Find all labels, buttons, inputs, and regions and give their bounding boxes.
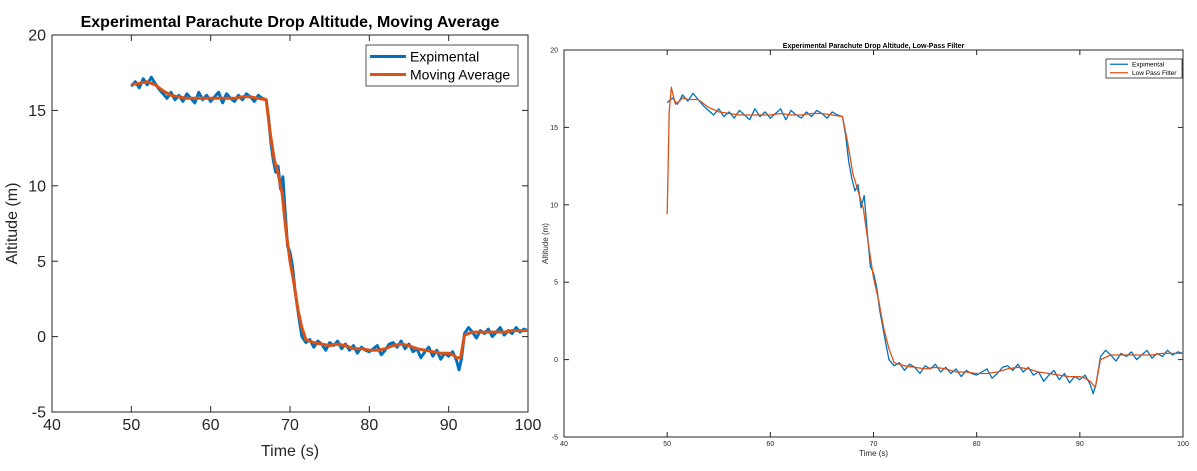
x-tick-label: 80 — [360, 417, 378, 434]
x-tick-label: 70 — [281, 417, 299, 434]
x-tick-label: 70 — [870, 441, 878, 448]
x-tick-label: 80 — [973, 441, 981, 448]
y-tick-label: -5 — [552, 434, 558, 441]
x-tick-label: 40 — [43, 417, 61, 434]
x-tick-label: 50 — [122, 417, 140, 434]
y-tick-label: 5 — [37, 254, 46, 271]
y-tick-label: 15 — [28, 103, 46, 120]
y-tick-label: -5 — [32, 405, 46, 422]
y-tick-label: 0 — [37, 329, 46, 346]
legend-entry: Expimental — [410, 48, 479, 64]
y-tick-label: 20 — [550, 47, 558, 54]
y-tick-label: 15 — [550, 125, 558, 132]
y-tick-label: 20 — [28, 28, 46, 45]
legend-entry: Moving Average — [410, 66, 510, 82]
x-axis-label: Time (s) — [261, 443, 319, 460]
chart-title: Experimental Parachute Drop Altitude, Mo… — [81, 14, 500, 31]
x-tick-label: 100 — [515, 417, 542, 434]
series-line-moving-average — [131, 80, 528, 360]
x-tick-label: 100 — [1177, 441, 1189, 448]
series-line-low-pass-filter — [666, 86, 1183, 389]
plot-area — [563, 49, 1184, 438]
moving-average-chart: Experimental Parachute Drop Altitude, Mo… — [4, 14, 541, 460]
y-tick-label: 10 — [550, 202, 558, 209]
y-tick-label: 10 — [28, 178, 46, 195]
x-tick-label: 40 — [560, 441, 568, 448]
legend-entry: Expimental — [1132, 62, 1165, 69]
plot-area — [51, 34, 529, 413]
y-tick-label: 0 — [554, 357, 558, 364]
y-axis-label: Altitude (m) — [541, 223, 550, 264]
x-tick-label: 60 — [766, 441, 774, 448]
x-axis-label: Time (s) — [859, 449, 888, 458]
x-tick-label: 50 — [663, 441, 671, 448]
x-tick-label: 90 — [440, 417, 458, 434]
low-pass-filter-chart: Experimental Parachute Drop Altitude, Lo… — [541, 43, 1189, 458]
y-axis-label: Altitude (m) — [4, 183, 21, 265]
y-tick-label: 5 — [554, 280, 558, 287]
x-tick-label: 60 — [202, 417, 220, 434]
x-tick-label: 90 — [1076, 441, 1084, 448]
legend-entry: Low Pass Filter — [1132, 70, 1177, 77]
legend-box — [365, 44, 519, 87]
chart-title: Experimental Parachute Drop Altitude, Lo… — [783, 43, 965, 50]
